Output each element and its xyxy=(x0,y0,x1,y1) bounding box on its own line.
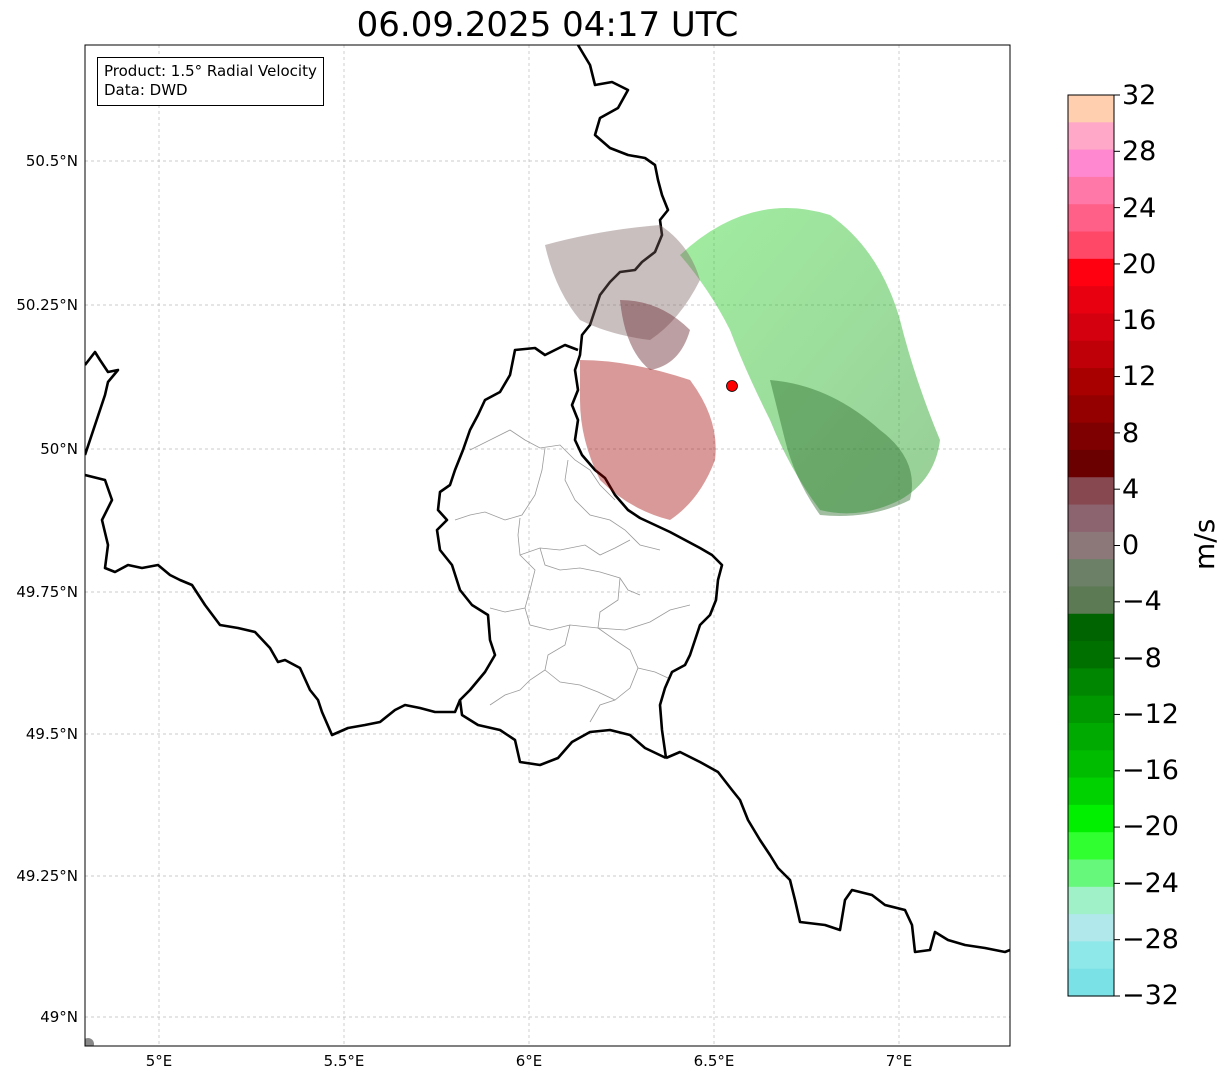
radar-echoes xyxy=(545,208,940,520)
colorbar-tick-label: −4 xyxy=(1122,586,1162,617)
colorbar-tick-label: −20 xyxy=(1122,811,1179,842)
canton-borders xyxy=(454,429,691,723)
colorbar-segment xyxy=(1068,395,1114,424)
colorbar-segment xyxy=(1068,695,1114,724)
colorbar-segment xyxy=(1068,286,1114,315)
colorbar-segment xyxy=(1068,668,1114,697)
lon-label: 7°E xyxy=(885,1052,913,1070)
product-label: Product: 1.5° Radial Velocity xyxy=(104,62,317,80)
colorbar-tick-label: −32 xyxy=(1122,980,1179,1011)
lat-label: 49.25°N xyxy=(16,867,78,885)
colorbar-segment xyxy=(1068,559,1114,588)
colorbar-unit-label: m/s xyxy=(1188,518,1221,570)
colorbar-segment xyxy=(1068,204,1114,233)
lon-label: 5.5°E xyxy=(323,1052,365,1070)
colorbar-segment xyxy=(1068,504,1114,533)
plot-title: 06.09.2025 04:17 UTC xyxy=(356,5,739,45)
lat-label: 50.5°N xyxy=(25,152,78,170)
gridlines xyxy=(85,45,1010,1046)
map-frame xyxy=(84,44,1011,1047)
colorbar-segment xyxy=(1068,722,1114,751)
colorbar-segment xyxy=(1068,258,1114,287)
colorbar-segment xyxy=(1068,531,1114,560)
colorbar-segment xyxy=(1068,231,1114,260)
country-borders xyxy=(85,45,1010,954)
product-info-box: Product: 1.5° Radial Velocity Data: DWD xyxy=(97,57,324,106)
colorbar-segment xyxy=(1068,613,1114,642)
lat-label: 50.25°N xyxy=(16,296,78,314)
lon-label: 6°E xyxy=(515,1052,543,1070)
colorbar-tick-label: 0 xyxy=(1122,530,1140,561)
colorbar-tick-label: −16 xyxy=(1122,755,1179,786)
colorbar-ticks xyxy=(1114,94,1120,997)
colorbar-segment xyxy=(1068,804,1114,833)
colorbar-segment xyxy=(1068,886,1114,915)
lat-label: 49.75°N xyxy=(16,583,78,601)
colorbar-tick-label: 8 xyxy=(1122,418,1140,449)
colorbar-segment xyxy=(1068,368,1114,396)
colorbar-segment xyxy=(1068,941,1114,970)
lat-label: 49°N xyxy=(40,1008,78,1026)
colorbar-tick-label: −28 xyxy=(1122,924,1179,955)
lon-label: 6.5°E xyxy=(693,1052,735,1070)
colorbar-tick-label: −8 xyxy=(1122,643,1162,674)
colorbar-segment xyxy=(1068,340,1114,369)
lat-label: 50°N xyxy=(40,440,78,458)
colorbar-tick-label: −24 xyxy=(1122,868,1179,899)
colorbar-segment xyxy=(1068,449,1114,478)
colorbar-segment xyxy=(1068,176,1114,205)
colorbar-tick-label: 4 xyxy=(1122,474,1140,505)
colorbar-segment xyxy=(1068,477,1114,506)
colorbar-segment xyxy=(1068,149,1114,178)
colorbar-tick-label: 28 xyxy=(1122,136,1157,167)
colorbar-segment xyxy=(1068,777,1114,806)
colorbar-tick-label: 16 xyxy=(1122,305,1157,336)
colorbar xyxy=(1068,95,1114,997)
colorbar-segment xyxy=(1068,422,1114,451)
colorbar-segment xyxy=(1068,641,1114,669)
colorbar-segment xyxy=(1068,914,1114,942)
colorbar-tick-label: 20 xyxy=(1122,249,1157,280)
colorbar-segment xyxy=(1068,95,1114,123)
colorbar-tick-label: 24 xyxy=(1122,193,1157,224)
lon-label: 5°E xyxy=(145,1052,173,1070)
radar-site-marker xyxy=(726,380,738,392)
lat-label: 49.5°N xyxy=(25,725,78,743)
colorbar-segment xyxy=(1068,859,1114,888)
colorbar-tick-label: 12 xyxy=(1122,361,1157,392)
colorbar-segment xyxy=(1068,122,1114,151)
data-source-label: Data: DWD xyxy=(104,81,188,99)
colorbar-segment xyxy=(1068,313,1114,342)
colorbar-segment xyxy=(1068,750,1114,779)
colorbar-segment xyxy=(1068,586,1114,615)
colorbar-segment xyxy=(1068,832,1114,861)
colorbar-tick-label: −12 xyxy=(1122,699,1179,730)
colorbar-tick-label: 32 xyxy=(1122,80,1157,111)
corner-mark xyxy=(85,1038,94,1046)
colorbar-segment xyxy=(1068,968,1114,997)
